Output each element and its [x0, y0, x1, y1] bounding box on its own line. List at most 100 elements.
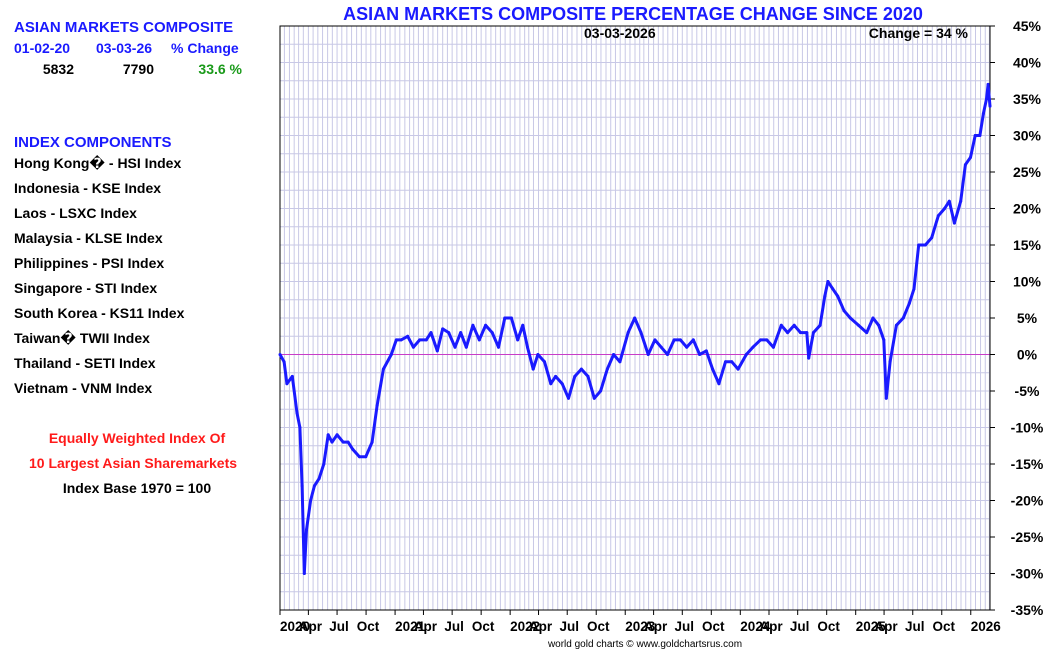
data-point — [901, 316, 905, 320]
data-point — [536, 353, 540, 356]
data-point — [477, 338, 481, 342]
x-tick-label: Apr — [299, 619, 323, 634]
data-point — [471, 323, 475, 327]
data-point — [459, 331, 463, 335]
data-point — [285, 382, 289, 386]
summary-header-pct-change: % Change — [171, 40, 239, 56]
data-point — [917, 243, 921, 247]
data-point — [464, 345, 468, 349]
y-tick-label: 35% — [1013, 91, 1042, 107]
data-point — [389, 353, 393, 356]
source-label: world gold charts © www.goldchartsrus.co… — [547, 639, 742, 650]
data-point — [969, 155, 972, 159]
x-tick-label: 2026 — [971, 619, 1002, 634]
data-point — [497, 345, 500, 349]
data-point — [370, 440, 374, 444]
data-point — [399, 338, 403, 342]
data-point — [831, 287, 835, 291]
data-point — [521, 323, 525, 327]
y-tick-label: 45% — [1013, 18, 1042, 34]
data-point — [579, 367, 583, 371]
data-point — [884, 396, 888, 400]
data-point — [857, 323, 860, 327]
chart-title: ASIAN MARKETS COMPOSITE PERCENTAGE CHANG… — [343, 4, 923, 24]
data-point — [865, 331, 869, 335]
data-point — [441, 327, 445, 331]
x-tick-label: Jul — [444, 619, 464, 634]
data-point — [543, 360, 546, 364]
data-point — [659, 345, 663, 349]
data-point — [435, 349, 439, 353]
data-point — [666, 353, 669, 356]
data-point — [554, 374, 558, 378]
y-tick-label: -10% — [1011, 420, 1044, 436]
data-point — [290, 374, 294, 378]
data-point — [978, 134, 982, 137]
component-item: South Korea - KS11 Index — [14, 305, 185, 321]
data-point — [351, 447, 355, 451]
y-axis: 45% 40% 35% 30% 25% 20% 15% 10% 5% 0% -5% -10% -15% -… — [990, 18, 1044, 618]
data-point — [341, 440, 345, 444]
data-point — [836, 294, 840, 298]
x-tick-label: Oct — [817, 619, 840, 634]
data-point — [453, 345, 457, 349]
data-point — [882, 338, 886, 342]
x-tick-label: Oct — [472, 619, 495, 634]
data-point — [381, 367, 385, 371]
data-point — [612, 353, 616, 356]
summary-pct-change-value: 33.6 % — [198, 61, 242, 77]
data-point — [672, 338, 676, 342]
data-point — [503, 316, 507, 320]
data-point — [312, 484, 316, 488]
component-item: Taiwan� TWII Index — [14, 330, 150, 346]
data-point — [930, 236, 934, 240]
data-point — [779, 323, 783, 327]
data-point — [335, 433, 339, 437]
data-point — [394, 338, 398, 342]
x-tick-label: Jul — [675, 619, 695, 634]
y-tick-label: 25% — [1013, 164, 1042, 180]
data-point — [936, 214, 940, 218]
data-point — [322, 462, 326, 466]
data-point — [411, 345, 415, 349]
data-point — [549, 382, 553, 386]
y-tick-label: -35% — [1011, 602, 1044, 618]
x-tick-label: Oct — [933, 619, 956, 634]
data-point — [447, 331, 451, 335]
y-tick-label: -5% — [1015, 383, 1040, 399]
x-tick-label: 2025 — [856, 619, 887, 634]
y-tick-label: -20% — [1011, 493, 1044, 509]
data-point — [986, 82, 990, 86]
data-point — [952, 221, 956, 225]
y-tick-label: -15% — [1011, 456, 1044, 472]
data-point — [516, 338, 520, 342]
data-point — [765, 338, 769, 342]
x-tick-label: Apr — [529, 619, 553, 634]
data-point — [618, 360, 622, 364]
data-point — [907, 301, 911, 305]
note-index-base: Index Base 1970 = 100 — [62, 480, 212, 496]
data-point — [375, 404, 379, 408]
data-point — [653, 338, 657, 342]
data-point — [759, 338, 762, 342]
data-point — [490, 331, 494, 335]
data-point — [704, 349, 708, 353]
data-point — [711, 367, 715, 371]
data-point — [792, 323, 796, 327]
data-point — [807, 356, 811, 360]
data-point — [305, 528, 308, 532]
summary-header-end-date: 03-03-26 — [96, 40, 153, 56]
data-point — [923, 243, 927, 247]
component-item: Hong Kong� - HSI Index — [14, 155, 182, 171]
data-point — [531, 367, 535, 371]
data-point — [823, 294, 827, 298]
data-point — [357, 455, 361, 459]
y-tick-label: 10% — [1013, 274, 1042, 290]
data-point — [592, 396, 596, 400]
data-point — [912, 287, 916, 291]
note-largest-markets: 10 Largest Asian Sharemarkets — [28, 455, 238, 471]
x-tick-label: 2021 — [395, 619, 426, 634]
date-label: 03-03-2026 — [584, 25, 656, 41]
data-point — [698, 353, 702, 356]
